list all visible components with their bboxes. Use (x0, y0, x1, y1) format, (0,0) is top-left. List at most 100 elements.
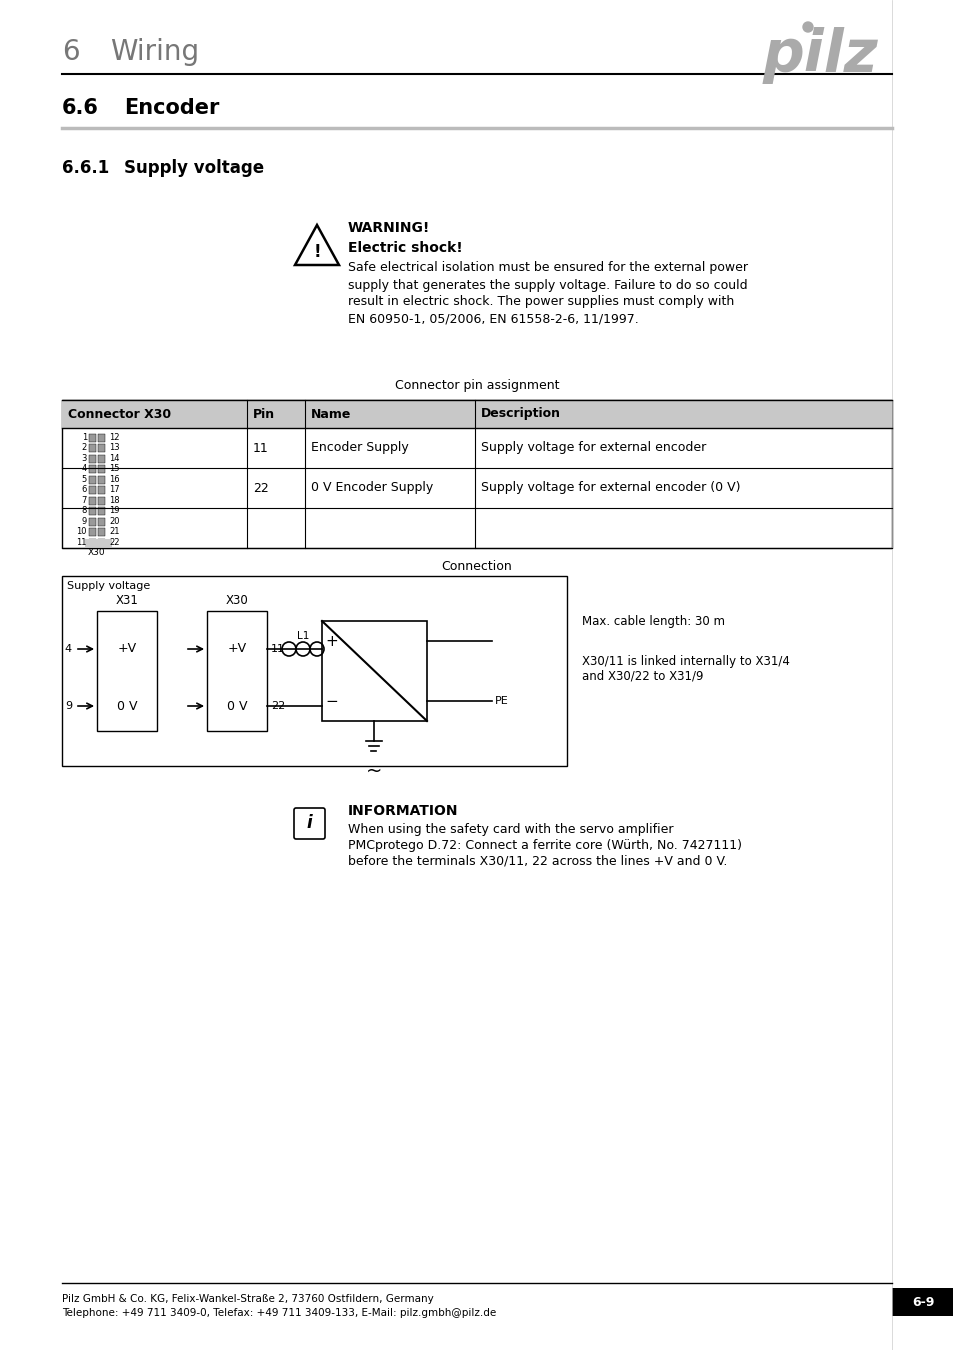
Bar (89, 475, 96, 483)
Text: 18: 18 (109, 495, 119, 505)
Bar (98, 508, 105, 514)
Text: EN 60950-1, 05/2006, EN 61558-2-6, 11/1997.: EN 60950-1, 05/2006, EN 61558-2-6, 11/19… (348, 312, 639, 325)
Text: result in electric shock. The power supplies must comply with: result in electric shock. The power supp… (348, 296, 734, 309)
Text: Supply voltage for external encoder (0 V): Supply voltage for external encoder (0 V… (480, 482, 740, 494)
Text: Wiring: Wiring (110, 38, 199, 66)
Text: 11: 11 (76, 537, 87, 547)
Bar (89, 528, 96, 536)
Text: 7: 7 (82, 495, 87, 505)
Text: 5: 5 (82, 475, 87, 483)
Text: pilz: pilz (761, 27, 877, 84)
Text: Connector X30: Connector X30 (68, 408, 171, 420)
Text: 3: 3 (82, 454, 87, 463)
Bar (98, 444, 105, 452)
Text: Encoder: Encoder (124, 99, 219, 117)
Text: 16: 16 (109, 475, 119, 483)
Bar (98, 539, 105, 547)
Text: Max. cable length: 30 m: Max. cable length: 30 m (581, 614, 724, 628)
Text: 11: 11 (271, 644, 285, 653)
Text: 22: 22 (271, 701, 285, 711)
Bar (89, 444, 96, 452)
Text: 20: 20 (109, 517, 119, 525)
Circle shape (802, 22, 812, 32)
Text: 12: 12 (109, 433, 119, 441)
Text: Electric shock!: Electric shock! (348, 242, 462, 255)
Text: Telephone: +49 711 3409-0, Telefax: +49 711 3409-133, E-Mail: pilz.gmbh@pilz.de: Telephone: +49 711 3409-0, Telefax: +49 … (62, 1308, 496, 1318)
Text: 0 V: 0 V (116, 699, 137, 713)
Bar (85, 539, 112, 549)
Text: X30: X30 (88, 548, 106, 558)
Text: PMCprotego D.72: Connect a ferrite core (Würth, No. 7427111): PMCprotego D.72: Connect a ferrite core … (348, 838, 741, 852)
Bar (98, 528, 105, 536)
Text: L1: L1 (296, 630, 309, 641)
Text: 19: 19 (109, 506, 119, 516)
Text: 0 V Encoder Supply: 0 V Encoder Supply (311, 482, 433, 494)
Text: 6: 6 (82, 485, 87, 494)
Text: −: − (325, 694, 338, 709)
Text: 6.6: 6.6 (62, 99, 99, 117)
Bar (207, 612, 267, 730)
Text: INFORMATION: INFORMATION (348, 805, 458, 818)
Text: 4: 4 (65, 644, 71, 653)
Text: X30: X30 (226, 594, 248, 606)
Bar (322, 621, 427, 721)
Text: +: + (325, 633, 338, 648)
Text: 13: 13 (109, 443, 119, 452)
Text: Supply voltage for external encoder: Supply voltage for external encoder (480, 441, 705, 455)
Bar (89, 433, 96, 441)
Text: 6.6.1: 6.6.1 (62, 159, 110, 177)
Bar (98, 497, 105, 505)
Text: +V: +V (117, 643, 136, 656)
Text: 17: 17 (109, 485, 119, 494)
Text: 11: 11 (253, 441, 269, 455)
Text: 22: 22 (109, 537, 119, 547)
Text: ~: ~ (365, 761, 382, 780)
Text: 22: 22 (253, 482, 269, 494)
Text: i: i (306, 814, 312, 832)
Bar (98, 486, 105, 494)
Bar (89, 486, 96, 494)
Bar (98, 464, 105, 472)
Text: +V: +V (227, 643, 246, 656)
Text: 14: 14 (109, 454, 119, 463)
Text: 0 V: 0 V (227, 699, 247, 713)
Text: Encoder Supply: Encoder Supply (311, 441, 408, 455)
Text: 6-9: 6-9 (911, 1296, 933, 1308)
Text: !: ! (313, 243, 320, 261)
Text: Pilz GmbH & Co. KG, Felix-Wankel-Straße 2, 73760 Ostfildern, Germany: Pilz GmbH & Co. KG, Felix-Wankel-Straße … (62, 1295, 434, 1304)
Bar (89, 508, 96, 514)
Text: 1: 1 (82, 433, 87, 441)
Text: 4: 4 (82, 464, 87, 474)
Bar (97, 612, 157, 730)
Bar (98, 475, 105, 483)
Text: Safe electrical isolation must be ensured for the external power: Safe electrical isolation must be ensure… (348, 262, 747, 274)
Bar (89, 455, 96, 463)
Text: 2: 2 (82, 443, 87, 452)
Text: WARNING!: WARNING! (348, 221, 430, 235)
Bar (98, 433, 105, 441)
Bar (62, 400, 891, 428)
Text: 6: 6 (62, 38, 79, 66)
Text: before the terminals X30/11, 22 across the lines +V and 0 V.: before the terminals X30/11, 22 across t… (348, 855, 726, 868)
Text: X31: X31 (115, 594, 138, 606)
Text: X30/11 is linked internally to X31/4: X30/11 is linked internally to X31/4 (581, 655, 789, 667)
Bar (89, 497, 96, 505)
Text: When using the safety card with the servo amplifier: When using the safety card with the serv… (348, 822, 673, 836)
Bar (89, 539, 96, 547)
Text: Name: Name (311, 408, 351, 420)
Text: 9: 9 (82, 517, 87, 525)
Text: Connector pin assignment: Connector pin assignment (395, 378, 558, 392)
Bar (62, 576, 566, 765)
Bar (89, 517, 96, 525)
Bar (891, 1288, 953, 1316)
Text: PE: PE (495, 697, 508, 706)
Text: Connection: Connection (441, 559, 512, 572)
Bar (98, 517, 105, 525)
Text: 10: 10 (76, 528, 87, 536)
Text: Supply voltage: Supply voltage (67, 580, 150, 591)
Text: supply that generates the supply voltage. Failure to do so could: supply that generates the supply voltage… (348, 278, 747, 292)
Bar (89, 464, 96, 472)
FancyBboxPatch shape (294, 809, 325, 838)
Text: 15: 15 (109, 464, 119, 474)
Text: 8: 8 (82, 506, 87, 516)
